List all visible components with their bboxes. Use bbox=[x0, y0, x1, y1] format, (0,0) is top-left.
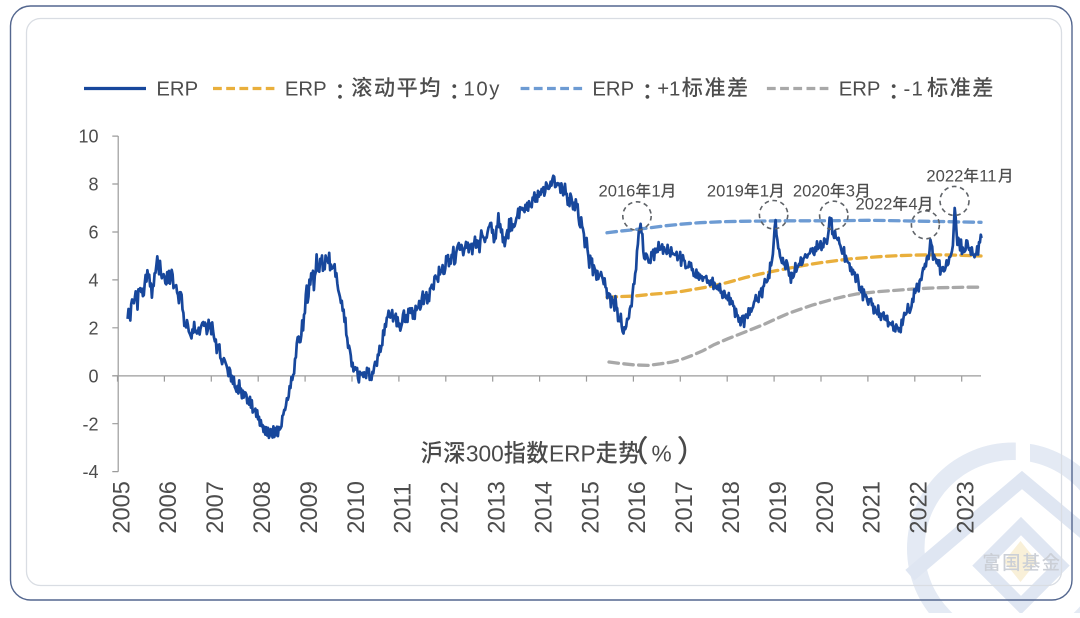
svg-text:2021: 2021 bbox=[860, 481, 886, 534]
svg-text:2014: 2014 bbox=[531, 481, 557, 534]
svg-text:ERP: ERP bbox=[156, 78, 198, 100]
svg-text:4: 4 bbox=[88, 271, 98, 291]
svg-text:2022: 2022 bbox=[907, 481, 933, 534]
svg-text:300: 300 bbox=[466, 441, 504, 467]
svg-text:2020: 2020 bbox=[813, 481, 839, 534]
svg-text:2005: 2005 bbox=[109, 481, 135, 534]
svg-text:2011: 2011 bbox=[391, 483, 417, 534]
svg-text:2013: 2013 bbox=[485, 481, 511, 534]
svg-text:8: 8 bbox=[88, 175, 98, 195]
svg-text:2008: 2008 bbox=[250, 481, 276, 534]
svg-text:2020: 2020 bbox=[793, 182, 830, 201]
svg-text:4: 4 bbox=[908, 195, 917, 214]
svg-text:+1: +1 bbox=[657, 78, 680, 100]
svg-text:10y: 10y bbox=[464, 78, 502, 100]
svg-text:-4: -4 bbox=[82, 462, 98, 482]
svg-text:1: 1 bbox=[651, 182, 660, 201]
svg-text:2015: 2015 bbox=[578, 481, 604, 534]
svg-text:ERP: ERP bbox=[839, 78, 881, 100]
svg-text:10: 10 bbox=[78, 127, 98, 147]
svg-text:-1: -1 bbox=[904, 78, 924, 100]
svg-text:2017: 2017 bbox=[672, 481, 698, 534]
svg-text:2019: 2019 bbox=[766, 481, 792, 534]
svg-text:2012: 2012 bbox=[438, 481, 464, 534]
svg-text:ERP: ERP bbox=[285, 78, 327, 100]
svg-text:2010: 2010 bbox=[344, 481, 370, 534]
svg-text:2022: 2022 bbox=[926, 167, 963, 186]
svg-text:0: 0 bbox=[88, 366, 98, 386]
svg-text:ERP: ERP bbox=[592, 78, 634, 100]
svg-text:2009: 2009 bbox=[297, 481, 323, 534]
svg-text:2007: 2007 bbox=[203, 481, 229, 534]
svg-text:2023: 2023 bbox=[954, 481, 980, 534]
svg-text:ERP: ERP bbox=[549, 441, 596, 467]
svg-text:-2: -2 bbox=[82, 414, 98, 434]
svg-text:11: 11 bbox=[979, 167, 996, 186]
svg-text:2018: 2018 bbox=[719, 481, 745, 534]
svg-text:2016: 2016 bbox=[599, 182, 636, 201]
svg-text:2006: 2006 bbox=[156, 481, 182, 534]
svg-text:6: 6 bbox=[88, 223, 98, 243]
svg-text:3: 3 bbox=[846, 182, 855, 201]
svg-text:2: 2 bbox=[88, 318, 98, 338]
svg-text:%: % bbox=[652, 441, 672, 467]
svg-text:2019: 2019 bbox=[707, 182, 744, 201]
svg-text:1: 1 bbox=[760, 182, 769, 201]
svg-text:2022: 2022 bbox=[856, 195, 893, 214]
svg-text:2016: 2016 bbox=[625, 481, 651, 534]
